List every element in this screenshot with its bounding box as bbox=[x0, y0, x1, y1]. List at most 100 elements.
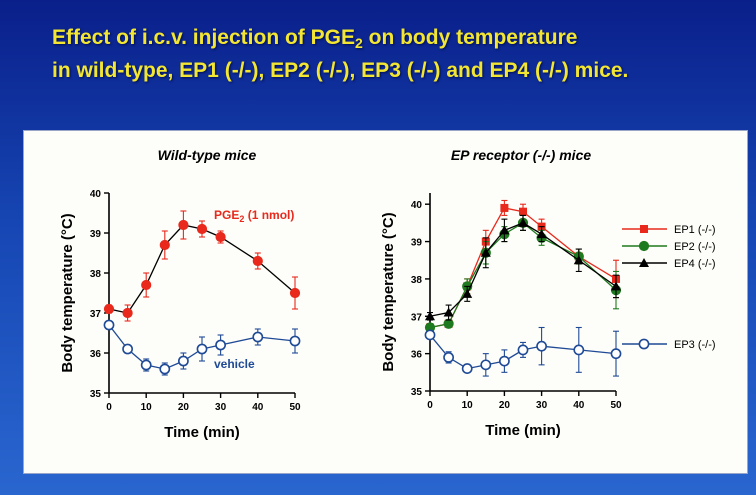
data-point bbox=[103, 303, 115, 315]
x-tick-label: 0 bbox=[427, 400, 433, 411]
title-text: Effect of i.c.v. injection of PGE bbox=[52, 26, 355, 49]
data-point bbox=[518, 217, 528, 227]
legend-label: EP3 (-/-) bbox=[674, 339, 716, 351]
y-tick-label: 36 bbox=[411, 350, 423, 361]
y-axis-title: Body temperature (°C) bbox=[59, 213, 76, 372]
y-tick-label: 37 bbox=[411, 312, 423, 323]
plot-1: Wild-type mice 35 36 37 38 39 40 0 10 20 30 40 50 Tim… bbox=[59, 147, 301, 441]
data-point bbox=[517, 344, 529, 356]
y-tick-label: 39 bbox=[411, 238, 423, 249]
data-point bbox=[178, 219, 189, 231]
data-point bbox=[159, 239, 170, 251]
x-tick-label: 0 bbox=[106, 402, 112, 413]
plot-title: Wild-type mice bbox=[158, 147, 257, 163]
series-line bbox=[108, 224, 296, 314]
legend-item-ep1: EP1 (-/-) bbox=[622, 224, 716, 236]
data-point bbox=[289, 335, 301, 347]
y-tick-label: 40 bbox=[411, 200, 423, 211]
x-tick-label: 30 bbox=[215, 402, 227, 413]
data-point bbox=[252, 331, 264, 343]
data-point bbox=[103, 319, 115, 331]
x-axis-title: Time (min) bbox=[164, 424, 240, 441]
legend-label: EP1 (-/-) bbox=[674, 224, 716, 236]
data-point bbox=[462, 288, 473, 298]
data-point bbox=[196, 223, 208, 235]
x-tick-label: 20 bbox=[178, 402, 190, 413]
data-point bbox=[480, 359, 492, 371]
data-point bbox=[443, 351, 454, 363]
y-tick-label: 38 bbox=[90, 269, 102, 280]
legend-marker bbox=[638, 240, 650, 252]
data-point bbox=[140, 359, 152, 371]
legend-marker bbox=[640, 225, 648, 233]
data-point bbox=[159, 363, 171, 375]
data-point bbox=[215, 231, 226, 243]
slide-title-line-2: in wild-type, EP1 (-/-), EP2 (-/-), EP3 … bbox=[52, 59, 629, 82]
legend-marker bbox=[638, 338, 650, 350]
x-tick-label: 10 bbox=[462, 400, 474, 411]
data-point bbox=[289, 287, 301, 299]
legend-item-ep4: EP4 (-/-) bbox=[622, 258, 716, 270]
charts-svg: Wild-type mice 35 36 37 38 39 40 0 10 20 30 40 50 Tim… bbox=[59, 147, 716, 441]
data-point bbox=[610, 348, 622, 360]
data-point bbox=[177, 355, 189, 367]
data-point bbox=[122, 307, 133, 319]
x-tick-label: 10 bbox=[141, 402, 153, 413]
title-text-end: on body temperature bbox=[362, 26, 578, 49]
slide-title-line-1: Effect of i.c.v. injection of PGE2 on bo… bbox=[52, 22, 742, 55]
slide-title: Effect of i.c.v. injection of PGE2 on bo… bbox=[52, 22, 742, 86]
data-point bbox=[611, 281, 621, 291]
legend-item-ep2: EP2 (-/-) bbox=[622, 240, 716, 253]
series-line bbox=[429, 222, 617, 317]
data-point bbox=[573, 255, 584, 265]
x-tick-label: 40 bbox=[252, 402, 264, 413]
data-point bbox=[480, 247, 491, 257]
title-subscript: 2 bbox=[354, 35, 363, 51]
y-tick-label: 39 bbox=[90, 229, 102, 240]
y-tick-label: 38 bbox=[411, 275, 423, 286]
legend-item-ep3: EP3 (-/-) bbox=[622, 338, 716, 351]
data-point bbox=[252, 255, 263, 267]
data-point bbox=[215, 339, 226, 351]
figure-panel: Wild-type mice 35 36 37 38 39 40 0 10 20 30 40 50 Tim… bbox=[23, 130, 748, 474]
x-tick-label: 20 bbox=[499, 400, 511, 411]
series-vehicle bbox=[103, 319, 301, 376]
data-point bbox=[122, 343, 133, 355]
y-tick-label: 37 bbox=[90, 309, 102, 320]
legend-label: EP4 (-/-) bbox=[674, 258, 716, 270]
data-point bbox=[141, 279, 152, 291]
data-point bbox=[196, 343, 208, 355]
data-point bbox=[425, 311, 435, 321]
data-point bbox=[536, 229, 547, 239]
y-tick-label: 36 bbox=[90, 349, 102, 360]
data-point bbox=[500, 203, 509, 212]
data-point bbox=[519, 207, 527, 216]
x-tick-label: 50 bbox=[610, 400, 622, 411]
data-point bbox=[573, 344, 585, 356]
y-tick-label: 35 bbox=[90, 389, 102, 400]
data-point bbox=[499, 225, 510, 235]
series-ep3 bbox=[424, 326, 622, 377]
x-tick-label: 50 bbox=[289, 402, 301, 413]
x-tick-label: 30 bbox=[536, 400, 548, 411]
plot-2: EP receptor (-/-) mice 35 36 37 38 39 40 0 10 20 3… bbox=[380, 147, 622, 439]
data-point bbox=[498, 355, 510, 367]
x-axis-title: Time (min) bbox=[485, 422, 561, 439]
data-point bbox=[424, 329, 436, 341]
data-point bbox=[461, 363, 473, 374]
y-tick-label: 40 bbox=[90, 189, 102, 200]
y-axis-title: Body temperature (°C) bbox=[380, 212, 397, 371]
legend-marker bbox=[639, 258, 649, 267]
series-ep4 bbox=[425, 214, 621, 321]
pge2-series-label: PGE2 (1 nmol) bbox=[214, 208, 294, 224]
data-point bbox=[536, 340, 547, 352]
vehicle-series-label: vehicle bbox=[214, 357, 255, 371]
x-tick-label: 40 bbox=[573, 400, 585, 411]
y-tick-label: 35 bbox=[411, 387, 423, 398]
legend-label: EP2 (-/-) bbox=[674, 241, 716, 253]
series-line bbox=[429, 222, 617, 329]
plot-title: EP receptor (-/-) mice bbox=[451, 147, 592, 163]
data-point bbox=[443, 307, 454, 317]
series-pge2-1-nmol bbox=[103, 210, 301, 322]
series-ep2 bbox=[424, 214, 622, 333]
